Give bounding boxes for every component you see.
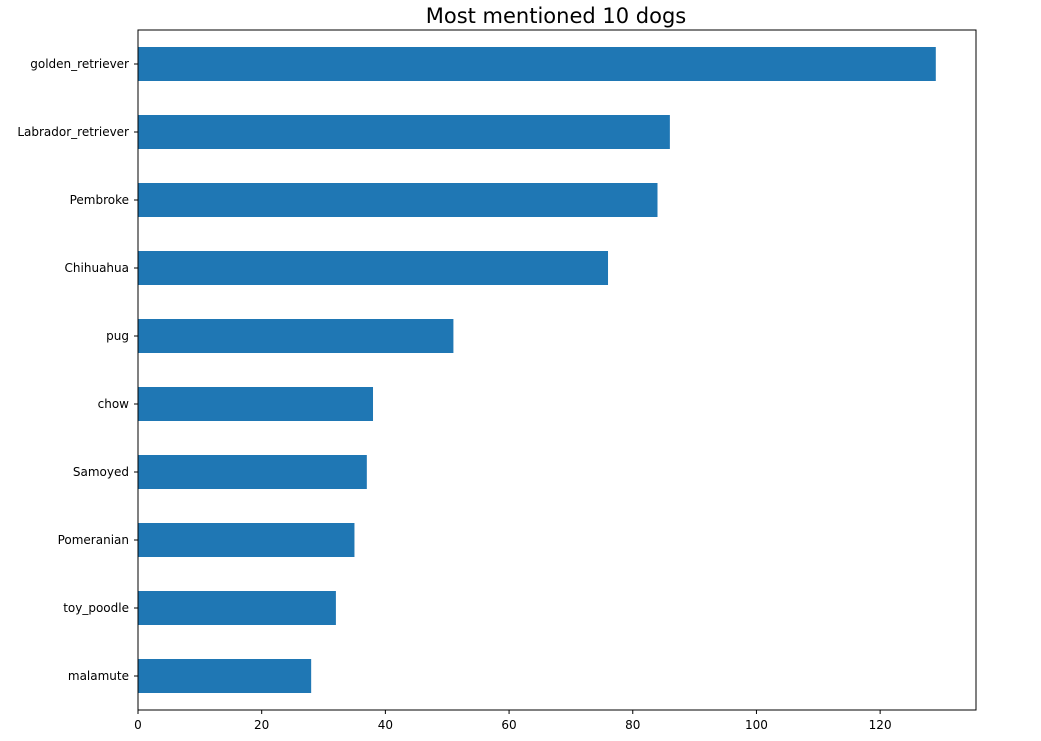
x-tick-label: 120 xyxy=(869,718,892,732)
y-tick-label: Labrador_retriever xyxy=(17,125,129,139)
y-tick-label: Chihuahua xyxy=(65,261,129,275)
plot-frame xyxy=(137,29,977,711)
y-tick-label: golden_retriever xyxy=(30,57,129,71)
y-tick-label: toy_poodle xyxy=(63,601,129,615)
bar-golden_retriever xyxy=(138,47,936,81)
x-axis-ticks: 0 20 40 60 80 100 120 xyxy=(134,710,892,732)
bar-Chihuahua xyxy=(138,251,609,285)
x-tick-label: 60 xyxy=(501,718,516,732)
x-tick-label: 100 xyxy=(745,718,768,732)
bar-Samoyed xyxy=(138,455,367,489)
x-tick-label: 20 xyxy=(254,718,269,732)
x-tick-label: 40 xyxy=(378,718,393,732)
y-tick-label: pug xyxy=(106,329,129,343)
bar-group xyxy=(138,47,936,693)
y-tick-label: Pembroke xyxy=(70,193,129,207)
bar-malamute xyxy=(138,659,312,693)
bar-chow xyxy=(138,387,374,421)
y-tick-label: chow xyxy=(98,397,130,411)
bar-pug xyxy=(138,319,454,353)
y-tick-label: malamute xyxy=(68,669,129,683)
bar-toy_poodle xyxy=(138,591,336,625)
y-tick-label: Samoyed xyxy=(73,465,129,479)
bar-Labrador_retriever xyxy=(138,115,670,149)
bar-Pomeranian xyxy=(138,523,355,557)
bar-Pembroke xyxy=(138,183,658,217)
y-tick-label: Pomeranian xyxy=(58,533,129,547)
x-tick-label: 80 xyxy=(625,718,640,732)
x-tick-label: 0 xyxy=(134,718,142,732)
y-axis-ticks: golden_retriever Labrador_retriever Pembro… xyxy=(17,57,138,683)
chart-title: Most mentioned 10 dogs xyxy=(426,4,687,28)
